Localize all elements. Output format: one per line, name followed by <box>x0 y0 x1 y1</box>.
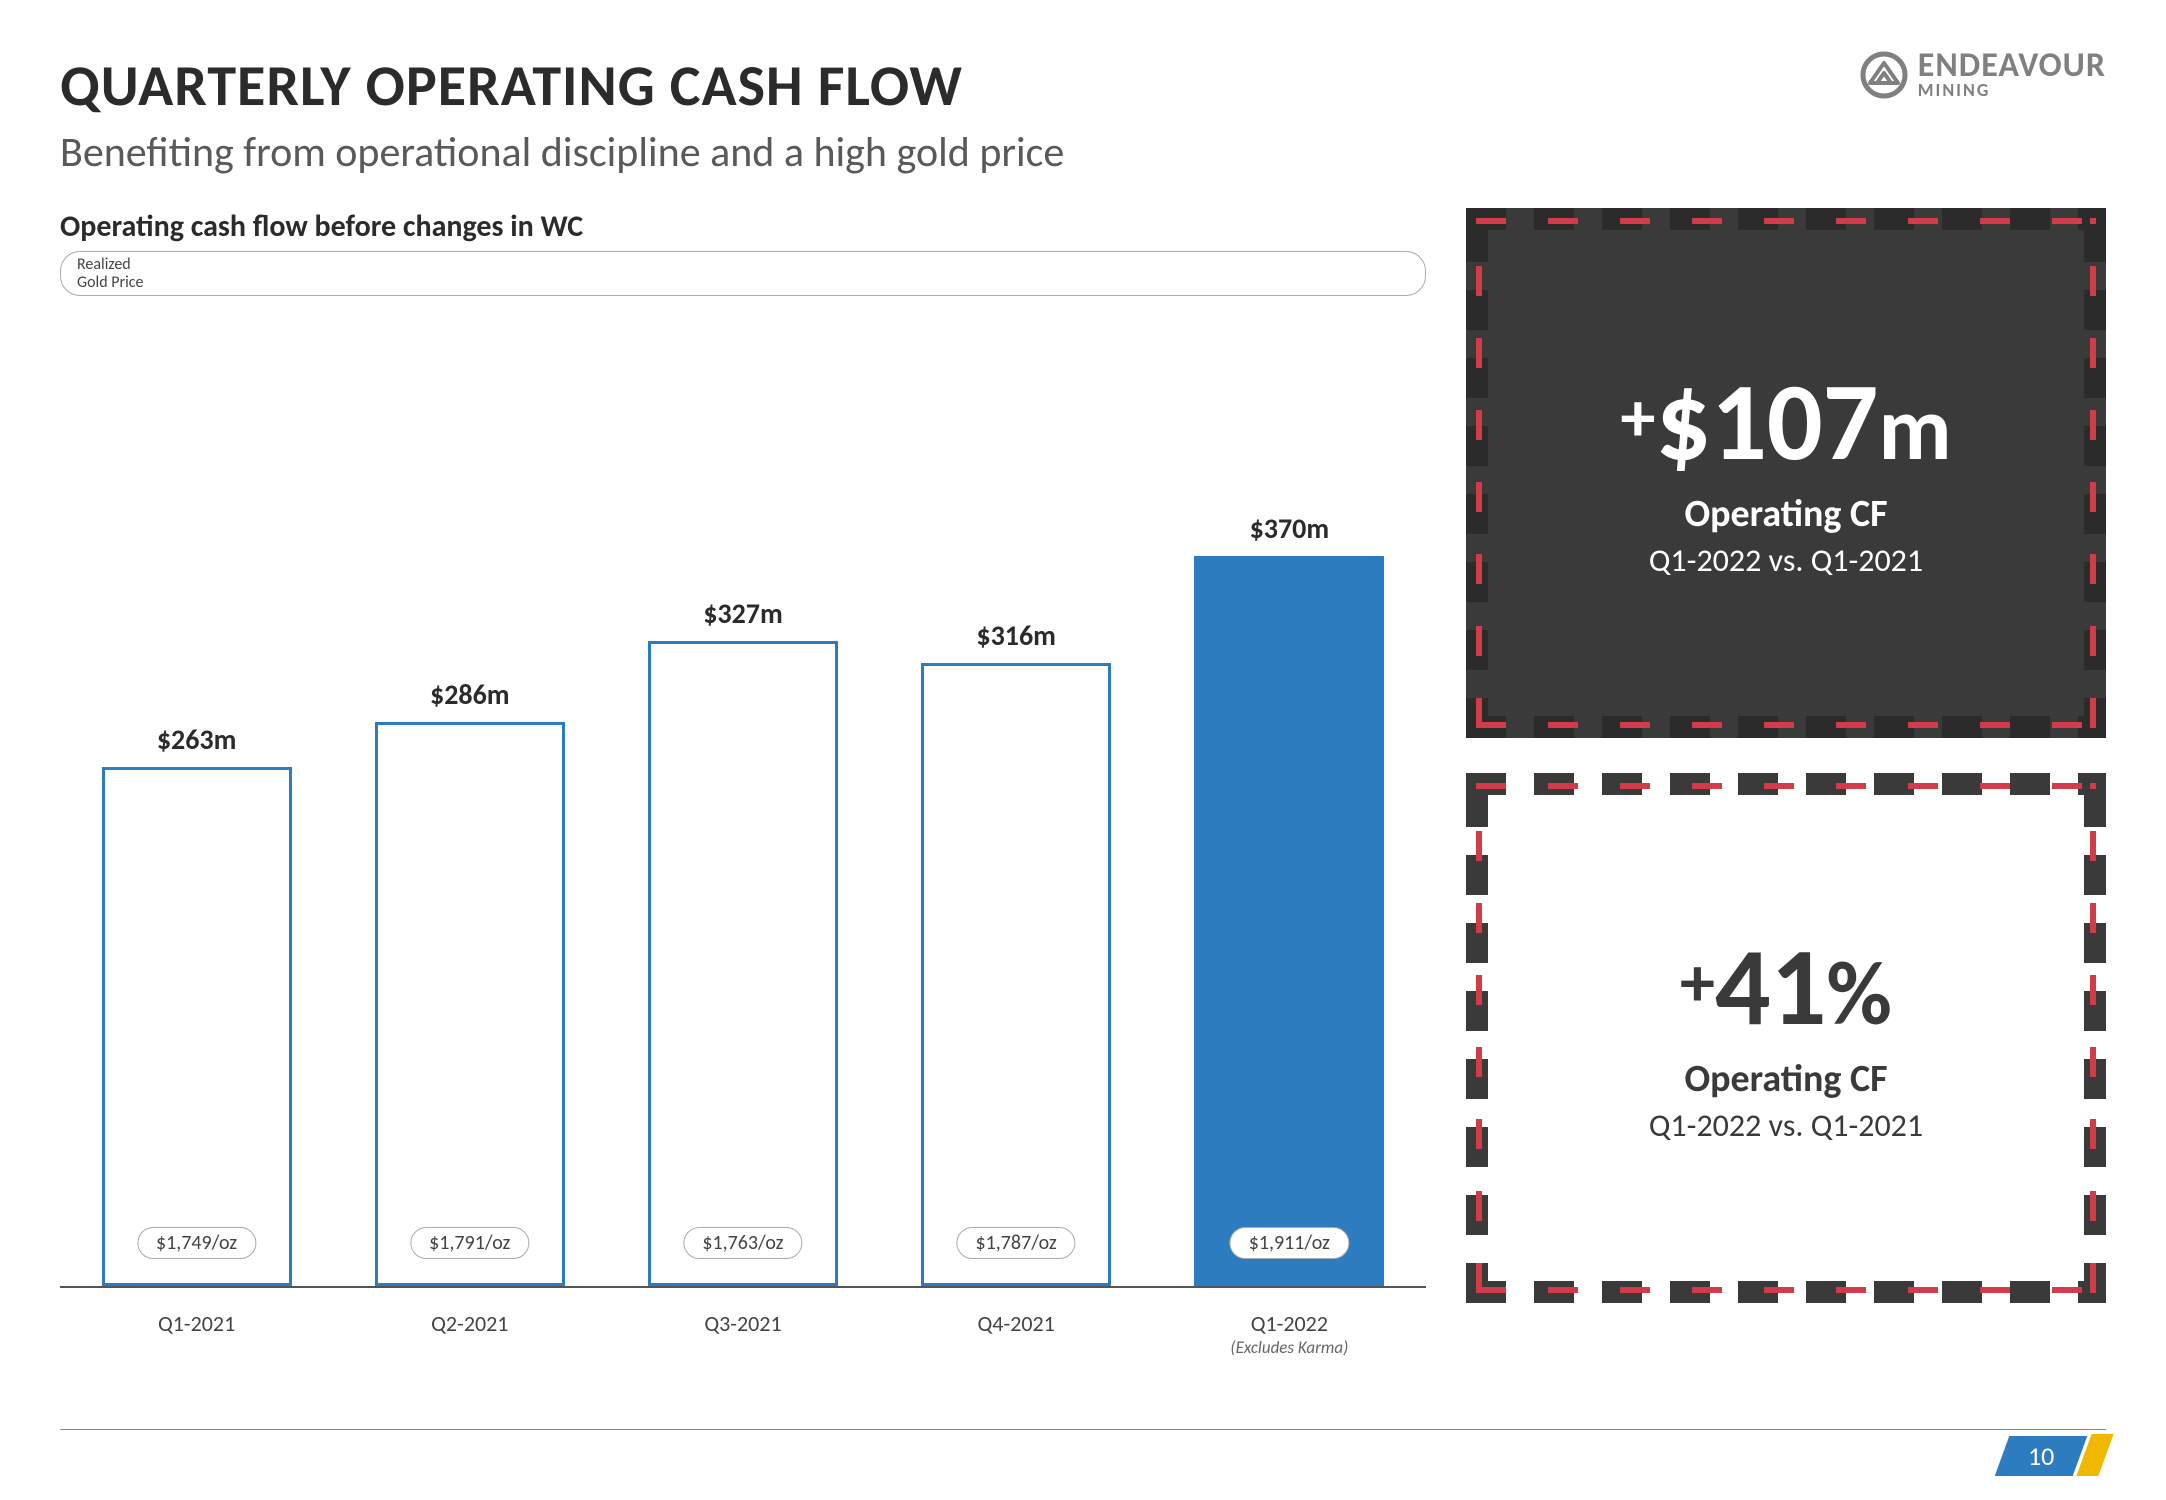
callout-sublabel: Q1-2022 vs. Q1-2021 <box>1649 541 1923 580</box>
callout-value: +$107m <box>1620 367 1951 477</box>
bar: $370m $1,911/oz <box>1194 511 1384 1286</box>
bars-row: $263m $1,749/oz $286m $1,791/oz $327m $1… <box>60 511 1426 1288</box>
legend-pill: Realized Gold Price <box>60 251 1426 296</box>
page-subtitle: Benefiting from operational discipline a… <box>60 127 1064 178</box>
page-number-tab: 10 <box>2002 1434 2106 1476</box>
callouts: +$107m Operating CF Q1-2022 vs. Q1-2021 … <box>1466 208 2106 1358</box>
x-axis-sublabel: (Excludes Karma) <box>1194 1337 1384 1358</box>
callout-card: +$107m Operating CF Q1-2022 vs. Q1-2021 <box>1466 208 2106 738</box>
callout-sublabel: Q1-2022 vs. Q1-2021 <box>1649 1106 1923 1145</box>
logo-icon <box>1860 51 1908 99</box>
chart-plot: $263m $1,749/oz $286m $1,791/oz $327m $1… <box>60 316 1426 1358</box>
x-axis-label: Q4-2021 <box>921 1310 1111 1358</box>
titles: QUARTERLY OPERATING CASH FLOW Benefiting… <box>60 50 1064 178</box>
price-pill: $1,911/oz <box>1230 1227 1349 1259</box>
bar-value-label: $327m <box>703 596 783 631</box>
price-pill: $1,763/oz <box>683 1227 802 1259</box>
logo-sub: MINING <box>1918 82 2106 99</box>
price-pill: $1,787/oz <box>957 1227 1076 1259</box>
content: Operating cash flow before changes in WC… <box>60 208 2106 1358</box>
callout-value: +41% <box>1680 932 1892 1042</box>
callout-card: +41% Operating CF Q1-2022 vs. Q1-2021 <box>1466 773 2106 1303</box>
bar-rect: $1,791/oz <box>375 722 565 1286</box>
bar: $327m $1,763/oz <box>648 596 838 1286</box>
bar-rect: $1,787/oz <box>921 663 1111 1286</box>
bar-value-label: $263m <box>157 722 237 757</box>
bar: $316m $1,787/oz <box>921 618 1111 1286</box>
price-pill: $1,791/oz <box>410 1227 529 1259</box>
x-axis-label: Q2-2021 <box>375 1310 565 1358</box>
company-logo: ENDEAVOUR MINING <box>1860 50 2106 99</box>
xlabels-row: Q1-2021 Q2-2021 Q3-2021 Q4-2021 Q1-2022(Excl… <box>60 1310 1426 1358</box>
chart-title: Operating cash flow before changes in WC <box>60 208 1426 245</box>
bar-value-label: $370m <box>1250 511 1330 546</box>
x-axis-label: Q3-2021 <box>648 1310 838 1358</box>
bar: $263m $1,749/oz <box>102 722 292 1286</box>
bar-rect: $1,911/oz <box>1194 556 1384 1286</box>
page-title: QUARTERLY OPERATING CASH FLOW <box>60 50 1064 121</box>
x-axis-label: Q1-2022(Excludes Karma) <box>1194 1310 1384 1358</box>
header: QUARTERLY OPERATING CASH FLOW Benefiting… <box>60 50 2106 178</box>
bar-value-label: $316m <box>976 618 1056 653</box>
footer-divider <box>60 1429 2106 1431</box>
bar-rect: $1,763/oz <box>648 641 838 1286</box>
bar-value-label: $286m <box>430 677 510 712</box>
bar: $286m $1,791/oz <box>375 677 565 1286</box>
logo-main: ENDEAVOUR <box>1918 50 2106 82</box>
price-pill: $1,749/oz <box>137 1227 256 1259</box>
page-number: 10 <box>1994 1436 2087 1476</box>
slide: QUARTERLY OPERATING CASH FLOW Benefiting… <box>0 0 2166 1500</box>
callout-label: Operating CF <box>1684 491 1887 537</box>
x-axis-label: Q1-2021 <box>102 1310 292 1358</box>
logo-text: ENDEAVOUR MINING <box>1918 50 2106 99</box>
chart-area: Operating cash flow before changes in WC… <box>60 208 1426 1358</box>
callout-label: Operating CF <box>1684 1056 1887 1102</box>
bar-rect: $1,749/oz <box>102 767 292 1286</box>
